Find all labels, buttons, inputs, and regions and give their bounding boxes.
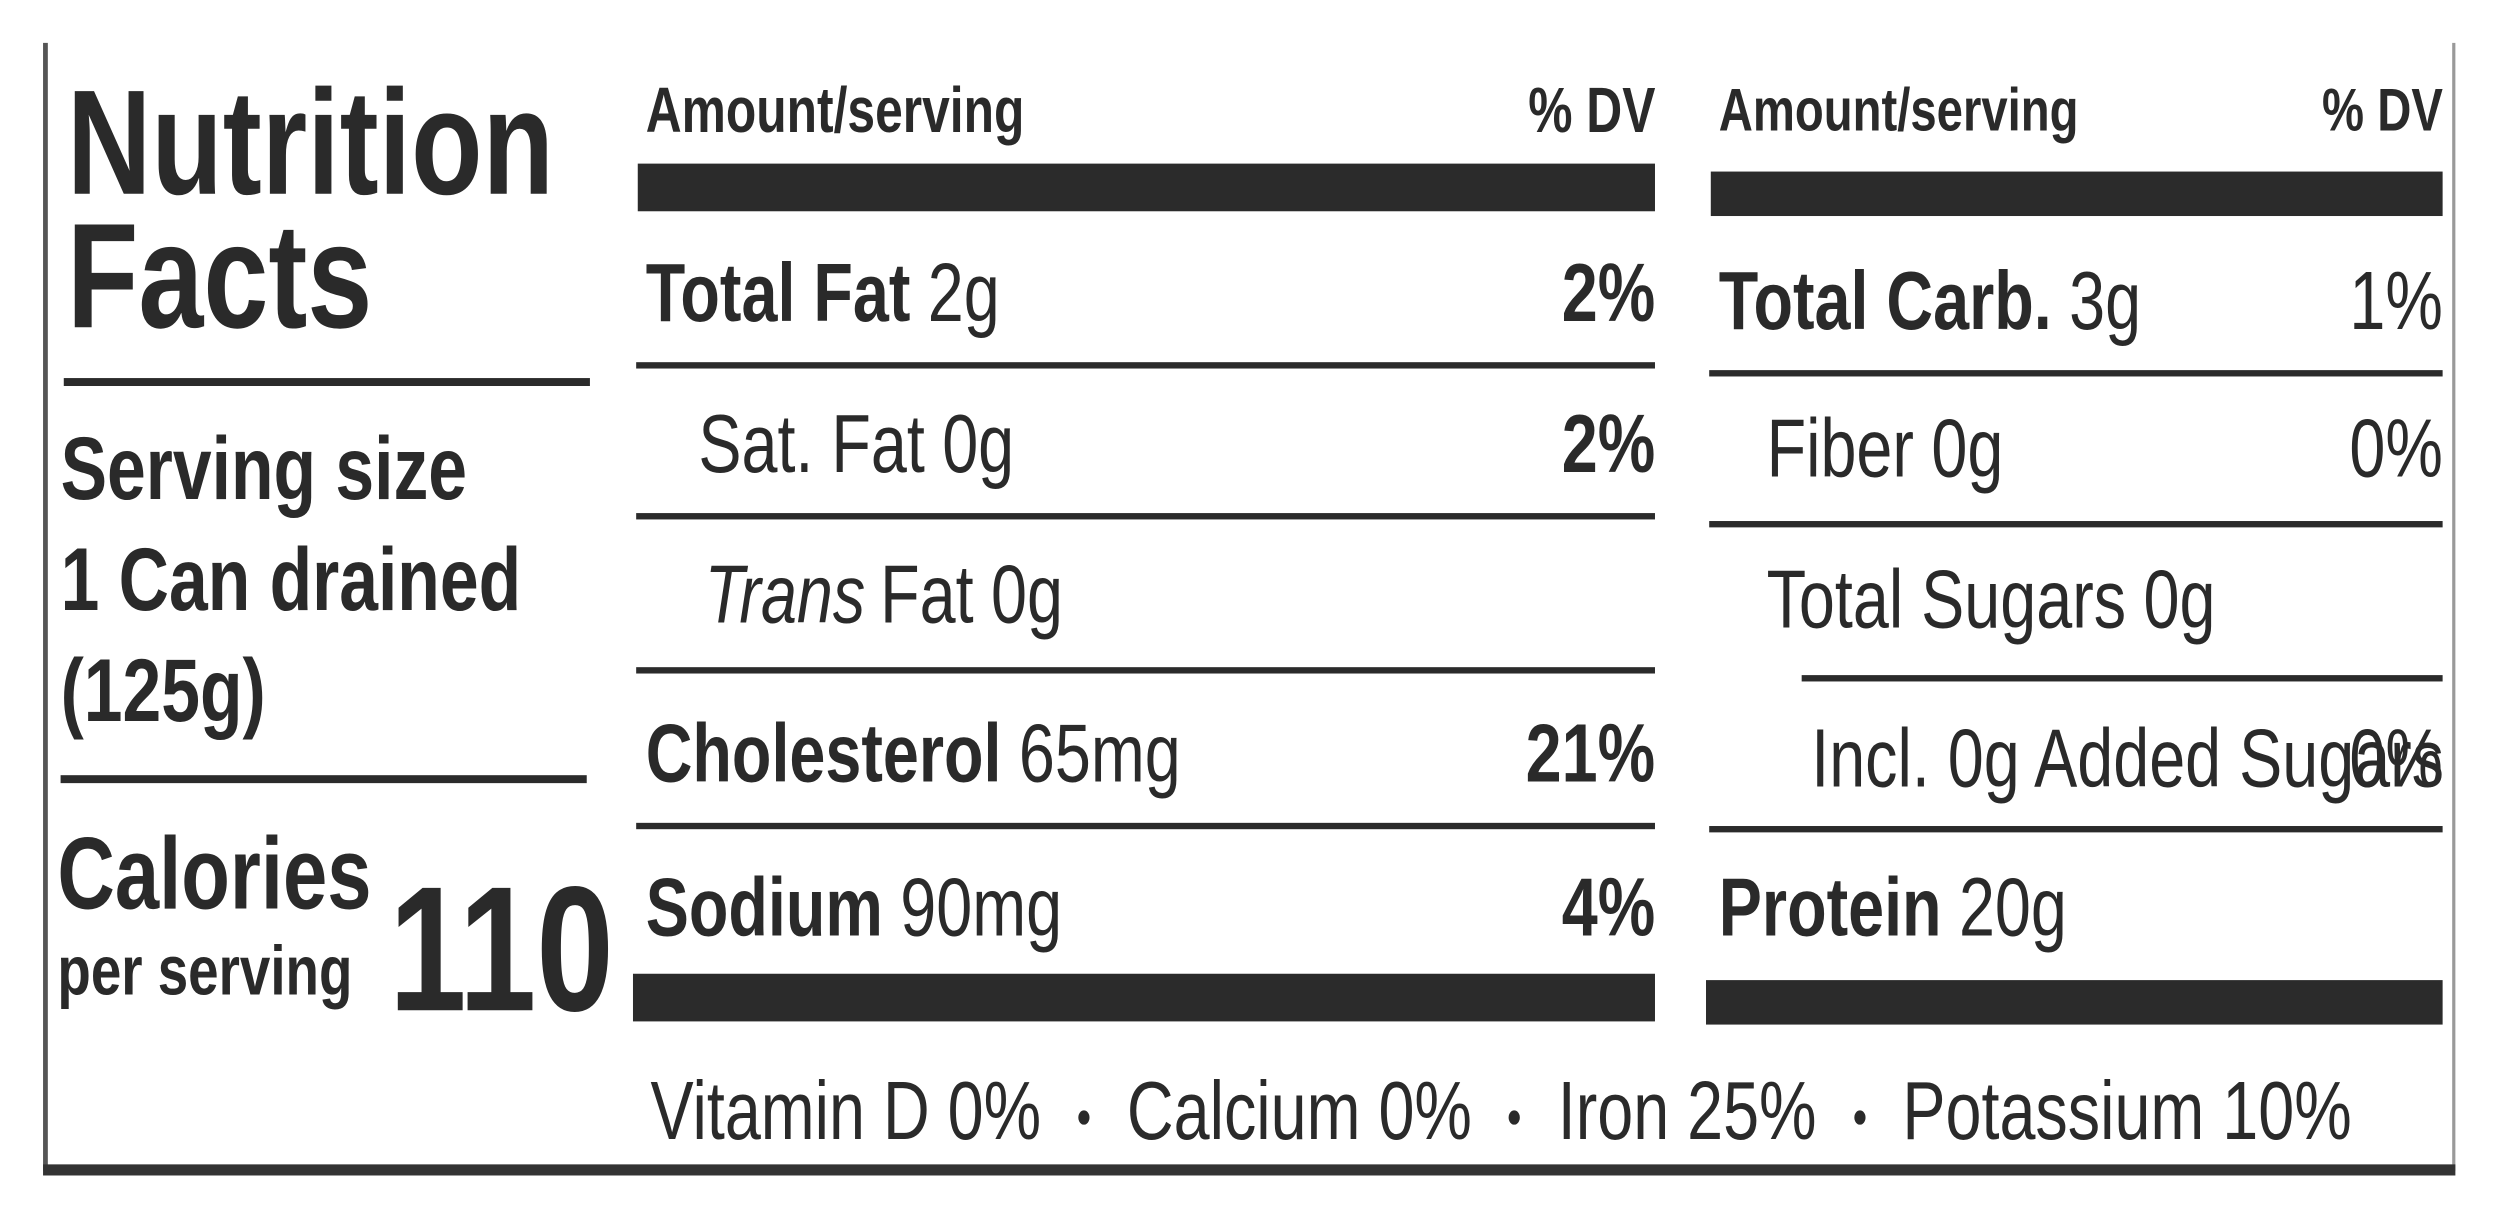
nutrient-amount: 0g xyxy=(942,398,1015,491)
rule xyxy=(60,775,587,784)
title: Nutrition xyxy=(66,58,554,226)
rule xyxy=(63,378,590,387)
rule xyxy=(636,362,1655,369)
title: Facts xyxy=(66,192,373,360)
nutrient-row: Total Carb. 3g 1% xyxy=(1719,251,2443,353)
nutrient-name: Protein xyxy=(1718,862,1942,955)
nutrient-dv: 4% xyxy=(1561,862,1655,955)
panel-edge xyxy=(2452,42,2456,1171)
thick-bar xyxy=(637,163,1655,212)
nutrient-name: Fat xyxy=(880,549,974,642)
header-dv: % DV xyxy=(2321,77,2443,145)
margin xyxy=(0,0,2500,43)
separator-dot xyxy=(1509,1109,1521,1125)
rule xyxy=(1709,370,2443,377)
nutrient-name: Sat. Fat xyxy=(698,398,925,491)
rule xyxy=(636,513,1655,520)
nutrient-name: Incl. 0g Added Sugars xyxy=(1811,713,2445,806)
nutrient-row: Total Sugars 0g xyxy=(1767,550,2443,652)
nutrient-text: Sat. Fat 0g xyxy=(698,394,1014,496)
nutrient-name: Total Carb. xyxy=(1718,255,2052,348)
nutrient-amount: 0g xyxy=(1931,403,2004,496)
nutrient-text: Sodium 90mg xyxy=(646,858,1062,960)
nutrient-dv: 21% xyxy=(1525,708,1655,801)
column-header: Amount/serving % DV xyxy=(646,71,1655,150)
serving-size: 1 Can drained xyxy=(60,528,522,630)
serving-size: (125g) xyxy=(60,640,266,741)
nutrient-text: Total Carb. 3g xyxy=(1719,251,2141,353)
nutrient-name: Total Fat xyxy=(645,247,911,340)
panel-edge xyxy=(43,1164,2456,1176)
footer-item: Vitamin D 0% xyxy=(650,1065,1042,1159)
nutrient-amount: 65mg xyxy=(1018,708,1181,801)
nutrient-text: Total Fat 2g xyxy=(646,243,1000,345)
nutrient-row: Fiber 0g 0% xyxy=(1767,399,2443,501)
nutrient-text: Total Sugars 0g xyxy=(1767,550,2216,652)
separator-dot xyxy=(1853,1109,1866,1125)
nutrient-name: Total Sugars xyxy=(1766,554,2127,647)
rule xyxy=(1801,675,2443,682)
nutrient-dv: 2% xyxy=(1561,247,1655,340)
nutrient-row: Incl. 0g Added Sugars 0% xyxy=(1811,708,2444,810)
nutrient-row: Protein 20g xyxy=(1719,858,2443,960)
nutrient-amount: 2g xyxy=(927,247,1000,340)
nutrient-amount: 0g xyxy=(991,549,1063,642)
panel-edge xyxy=(43,42,48,1171)
nutrient-row: Trans Fat 0g xyxy=(705,545,1655,647)
thick-bar xyxy=(632,973,1655,1022)
footer-item: Calcium 0% xyxy=(1126,1065,1472,1159)
nutrient-text: Trans Fat 0g xyxy=(705,545,1063,647)
calories-value: 110 xyxy=(389,849,614,1049)
nutrient-text: Fiber 0g xyxy=(1767,399,2004,501)
rule xyxy=(1709,826,2443,833)
calories-label: Calories xyxy=(57,816,372,931)
footer: Vitamin D 0% Calcium 0% Iron 25% Potassium … xyxy=(651,1061,2500,1163)
serving-label: Serving size xyxy=(60,417,468,518)
separator-dot xyxy=(1078,1109,1090,1125)
nutrient-amount: 0g xyxy=(2143,554,2216,647)
nutrient-row: Cholesterol 65mg 21% xyxy=(646,704,1655,806)
nutrient-name: Fiber xyxy=(1766,403,1914,496)
rule xyxy=(636,822,1655,830)
nutrient-row: Total Fat 2g 2% xyxy=(646,243,1655,345)
header-amount: Amount/serving xyxy=(645,76,1025,147)
thick-bar xyxy=(1706,980,2443,1025)
nutrient-dv: 0% xyxy=(2349,403,2443,496)
nutrient-dv: 0% xyxy=(2349,713,2443,806)
nutrient-dv: 2% xyxy=(1561,398,1655,491)
nutrient-name: Trans xyxy=(704,549,866,642)
header-amount: Amount/serving xyxy=(1718,77,2079,145)
nutrient-text: Incl. 0g Added Sugars xyxy=(1811,708,2444,810)
rule xyxy=(636,667,1655,674)
nutrient-row: Sodium 90mg 4% xyxy=(646,858,1655,960)
calories-sublabel: per serving xyxy=(57,932,353,1011)
header-dv: % DV xyxy=(1527,76,1655,147)
nutrient-text: Protein 20g xyxy=(1719,858,2067,960)
nutrient-row: Sat. Fat 0g 2% xyxy=(698,394,1655,496)
footer-item: Iron 25% xyxy=(1557,1065,1817,1159)
nutrient-text: Cholesterol 65mg xyxy=(646,704,1181,806)
column-header: Amount/serving % DV xyxy=(1719,71,2443,150)
nutrient-name: Cholesterol xyxy=(645,708,1002,801)
nutrient-amount: 20g xyxy=(1958,862,2067,955)
nutrient-amount: 3g xyxy=(2069,255,2142,348)
footer-item: Potassium 10% xyxy=(1902,1065,2352,1159)
footer-text: Vitamin D 0% Calcium 0% Iron 25% Potassium … xyxy=(651,1061,2352,1163)
nutrient-name: Sodium xyxy=(645,862,883,955)
nutrient-amount: 90mg xyxy=(900,862,1063,955)
thick-bar xyxy=(1710,171,2443,217)
rule xyxy=(1709,521,2443,528)
nutrient-dv: 1% xyxy=(2349,255,2443,348)
